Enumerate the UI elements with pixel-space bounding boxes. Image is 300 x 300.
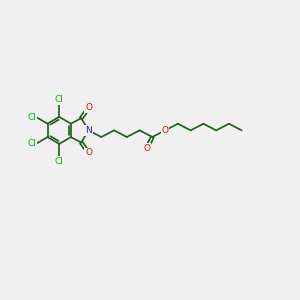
Text: Cl: Cl <box>28 139 36 148</box>
Text: Cl: Cl <box>55 95 64 104</box>
Text: N: N <box>85 126 92 135</box>
Text: Cl: Cl <box>55 157 64 166</box>
Text: Cl: Cl <box>28 113 36 122</box>
Text: O: O <box>85 148 92 157</box>
Text: O: O <box>85 103 92 112</box>
Text: O: O <box>143 143 151 152</box>
Text: O: O <box>162 126 169 135</box>
